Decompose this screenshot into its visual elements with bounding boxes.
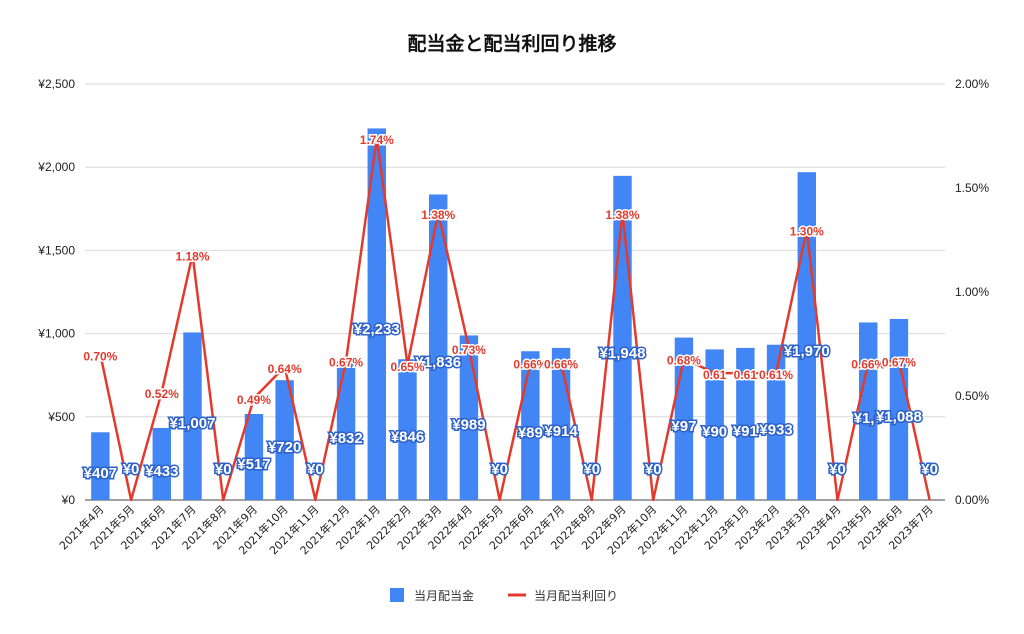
bar-value-label: ¥1,007 [170,415,216,432]
line-value-label: 1.38% [605,208,639,222]
bar-value-label: ¥0 [645,461,662,478]
line-value-label: 1.30% [790,225,824,239]
data-labels: ¥407 ¥0 ¥433 ¥1,007 ¥0 ¥517¥720 ¥0 ¥832 ¥2,233 ¥8… [82,132,940,484]
bar [398,359,417,500]
bar-value-label: ¥933 [759,421,792,438]
bar-value-label: ¥407 [84,465,117,482]
legend: 当月配当金 当月配当利回り [390,588,618,603]
bar [367,128,386,500]
line-value-label: 0.61% [759,368,793,382]
line-value-label: 0.70% [83,349,117,363]
bar [152,427,171,500]
bar [705,349,724,500]
line-value-label: 0.61 [703,368,727,382]
bar [336,361,356,500]
chart-title: 配当金と配当利回り推移 [407,32,616,55]
y-left-tick-label: ¥1,000 [37,327,75,341]
bar-value-label: ¥720 [268,439,301,456]
line-value-label: 1.74% [360,133,394,147]
bar [183,332,202,500]
line-value-label: 0.52% [145,387,179,401]
bar [766,344,786,500]
axes: ¥0 ¥500 ¥1,000 ¥1,500 ¥2,000 ¥2,500 0.00% 0.50%… [37,77,989,557]
line-value-label: 0.66% [851,358,885,372]
bar-value-label: ¥832 [329,430,362,447]
legend-bar-label: 当月配当金 [414,588,474,603]
bar-value-label: ¥0 [307,461,324,478]
bar-value-label: ¥0 [583,461,600,478]
bar-value-label: ¥914 [544,423,578,440]
y-left-tick-label: ¥500 [47,410,75,424]
line-value-label: 0.67% [329,356,363,370]
bar [91,432,110,500]
bar-value-label: ¥1,836 [415,354,461,371]
line-value-label: 1.38% [421,208,455,222]
line-value-label: 0.61 [734,368,758,382]
bar-value-label: ¥0 [829,461,846,478]
bar-value-label: ¥0 [215,461,232,478]
y-right-tick-label: 1.00% [955,285,989,299]
bar-value-label: ¥1,970 [784,343,830,360]
bar-value-label: ¥0 [921,461,938,478]
line-value-label: 0.65% [390,360,424,374]
y-right-tick-label: 0.00% [955,493,989,507]
y-left-tick-label: ¥2,000 [37,160,75,174]
bar [244,413,264,500]
bar-value-label: ¥97 [671,418,696,435]
legend-bar-swatch [390,588,404,602]
bar [736,347,755,500]
bar-series [91,128,909,501]
bar-value-label: ¥1,088 [876,408,922,425]
bar-value-label: ¥0 [123,461,140,478]
bar-value-label: ¥1,948 [600,345,646,362]
y-left-tick-label: ¥0 [61,493,76,507]
line-value-label: 0.66% [544,358,578,372]
bar-value-label: ¥0 [491,461,508,478]
line-value-label: 0.68% [667,354,701,368]
legend-line-label: 当月配当利回り [534,589,618,603]
bar-value-label: ¥89 [518,425,543,442]
bar-value-label: ¥846 [391,429,424,446]
bar [429,194,448,500]
y-left-tick-label: ¥1,500 [37,243,75,257]
bar-value-label: ¥91 [733,423,758,440]
bar-value-label: ¥989 [452,417,485,434]
line-value-label: 0.67% [882,356,916,370]
line-path [99,136,931,502]
bar [859,322,878,500]
bar-value-label: ¥1,0 [854,410,883,427]
y-right-tick-label: 0.50% [955,389,989,403]
y-right-tick-label: 1.50% [955,181,989,195]
line-value-label: 0.64% [268,362,302,376]
line-series [99,136,931,502]
line-value-label: 0.49% [237,393,271,407]
line-value-label: 1.18% [175,250,209,264]
bar [797,172,816,500]
bar-value-label: ¥90 [702,424,727,441]
y-left-tick-label: ¥2,500 [37,77,75,91]
bar [889,318,909,500]
y-right-tick-label: 2.00% [955,77,989,91]
bar-value-label: ¥2,233 [354,321,400,338]
line-value-label: 0.73% [452,343,486,357]
bar-value-label: ¥433 [145,463,178,480]
bar-value-label: ¥517 [237,456,270,473]
bar [275,380,294,500]
line-value-label: 0.66% [513,358,547,372]
